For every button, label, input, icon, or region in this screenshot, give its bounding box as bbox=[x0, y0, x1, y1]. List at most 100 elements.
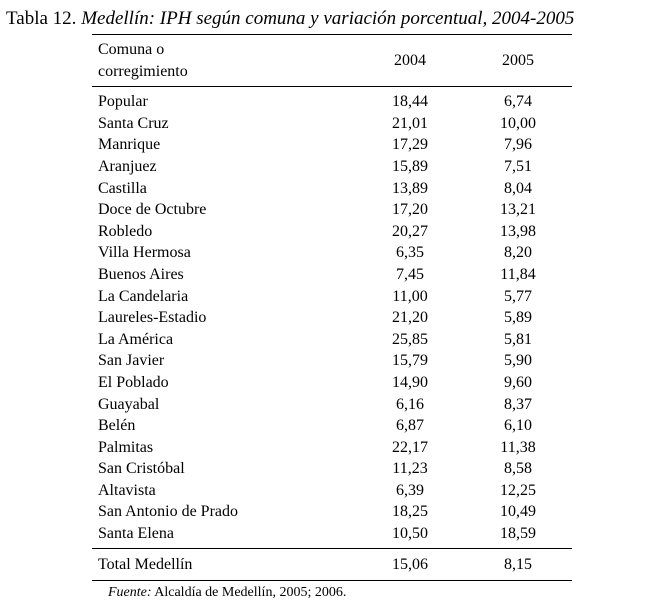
cell-name: Popular bbox=[92, 87, 356, 113]
cell-name: El Poblado bbox=[92, 372, 356, 394]
table-row: Santa Cruz21,0110,00 bbox=[92, 113, 572, 135]
table-row: Laureles-Estadio21,205,89 bbox=[92, 307, 572, 329]
table-row: San Javier15,795,90 bbox=[92, 350, 572, 372]
cell-2004: 25,85 bbox=[356, 329, 464, 351]
cell-2005: 5,89 bbox=[464, 307, 572, 329]
total-row: Total Medellín15,068,15 bbox=[92, 548, 572, 581]
table-row: Palmitas22,1711,38 bbox=[92, 437, 572, 459]
cell-2004: 6,35 bbox=[356, 242, 464, 264]
cell-2004: 22,17 bbox=[356, 437, 464, 459]
table-container: Comuna o corregimiento 2004 2005 Popular… bbox=[92, 34, 572, 581]
cell-2005: 10,49 bbox=[464, 501, 572, 523]
cell-name: San Antonio de Prado bbox=[92, 501, 356, 523]
total-2004: 15,06 bbox=[356, 548, 464, 581]
cell-name: Santa Cruz bbox=[92, 113, 356, 135]
cell-2004: 15,79 bbox=[356, 350, 464, 372]
col-header-2004: 2004 bbox=[356, 35, 464, 87]
cell-2005: 18,59 bbox=[464, 523, 572, 548]
cell-2005: 11,38 bbox=[464, 437, 572, 459]
table-row: Guayabal6,168,37 bbox=[92, 394, 572, 416]
table-row: La América25,855,81 bbox=[92, 329, 572, 351]
cell-2004: 10,50 bbox=[356, 523, 464, 548]
cell-name: Belén bbox=[92, 415, 356, 437]
table-row: El Poblado14,909,60 bbox=[92, 372, 572, 394]
cell-name: Manrique bbox=[92, 134, 356, 156]
table-row: Popular18,446,74 bbox=[92, 87, 572, 113]
header-row: Comuna o corregimiento 2004 2005 bbox=[92, 35, 572, 87]
table-row: Aranjuez15,897,51 bbox=[92, 156, 572, 178]
table-row: Manrique17,297,96 bbox=[92, 134, 572, 156]
cell-name: Altavista bbox=[92, 480, 356, 502]
table-row: La Candelaria11,005,77 bbox=[92, 286, 572, 308]
cell-2004: 11,00 bbox=[356, 286, 464, 308]
col-header-line1: Comuna o bbox=[98, 41, 164, 58]
cell-name: Santa Elena bbox=[92, 523, 356, 548]
cell-name: Castilla bbox=[92, 178, 356, 200]
cell-2004: 17,29 bbox=[356, 134, 464, 156]
cell-2004: 13,89 bbox=[356, 178, 464, 200]
cell-name: Villa Hermosa bbox=[92, 242, 356, 264]
cell-2004: 17,20 bbox=[356, 199, 464, 221]
table-row: San Antonio de Prado18,2510,49 bbox=[92, 501, 572, 523]
cell-2004: 20,27 bbox=[356, 221, 464, 243]
cell-2004: 18,25 bbox=[356, 501, 464, 523]
cell-2005: 6,74 bbox=[464, 87, 572, 113]
cell-2005: 5,77 bbox=[464, 286, 572, 308]
cell-2005: 12,25 bbox=[464, 480, 572, 502]
cell-2004: 6,87 bbox=[356, 415, 464, 437]
cell-2005: 8,58 bbox=[464, 458, 572, 480]
cell-2004: 15,89 bbox=[356, 156, 464, 178]
cell-2004: 18,44 bbox=[356, 87, 464, 113]
cell-2005: 9,60 bbox=[464, 372, 572, 394]
cell-name: Robledo bbox=[92, 221, 356, 243]
cell-2005: 13,98 bbox=[464, 221, 572, 243]
title-main: Medellín: IPH según comuna y variación p… bbox=[81, 8, 574, 29]
table-row: Doce de Octubre17,2013,21 bbox=[92, 199, 572, 221]
source-label: Fuente: bbox=[108, 585, 152, 600]
cell-2005: 11,84 bbox=[464, 264, 572, 286]
col-header-comuna: Comuna o corregimiento bbox=[92, 35, 356, 87]
cell-2004: 21,01 bbox=[356, 113, 464, 135]
cell-2005: 6,10 bbox=[464, 415, 572, 437]
cell-name: Doce de Octubre bbox=[92, 199, 356, 221]
cell-2005: 8,20 bbox=[464, 242, 572, 264]
table-row: Castilla13,898,04 bbox=[92, 178, 572, 200]
table-row: Altavista6,3912,25 bbox=[92, 480, 572, 502]
table-row: Belén6,876,10 bbox=[92, 415, 572, 437]
cell-2005: 10,00 bbox=[464, 113, 572, 135]
cell-2004: 11,23 bbox=[356, 458, 464, 480]
cell-name: Aranjuez bbox=[92, 156, 356, 178]
cell-name: Laureles-Estadio bbox=[92, 307, 356, 329]
col-header-line2: corregimiento bbox=[98, 63, 188, 80]
table-row: San Cristóbal11,238,58 bbox=[92, 458, 572, 480]
cell-name: La América bbox=[92, 329, 356, 351]
total-2005: 8,15 bbox=[464, 548, 572, 581]
table-row: Santa Elena10,5018,59 bbox=[92, 523, 572, 548]
cell-2005: 5,81 bbox=[464, 329, 572, 351]
cell-2005: 7,51 bbox=[464, 156, 572, 178]
cell-2004: 7,45 bbox=[356, 264, 464, 286]
cell-2005: 8,37 bbox=[464, 394, 572, 416]
cell-2004: 6,16 bbox=[356, 394, 464, 416]
cell-name: San Cristóbal bbox=[92, 458, 356, 480]
table-source: Fuente: Alcaldía de Medellín, 2005; 2006… bbox=[108, 585, 666, 601]
cell-2005: 13,21 bbox=[464, 199, 572, 221]
cell-2005: 5,90 bbox=[464, 350, 572, 372]
table-row: Buenos Aires7,4511,84 bbox=[92, 264, 572, 286]
title-prefix: Tabla 12. bbox=[6, 8, 81, 29]
cell-name: La Candelaria bbox=[92, 286, 356, 308]
total-name: Total Medellín bbox=[92, 548, 356, 581]
cell-2005: 8,04 bbox=[464, 178, 572, 200]
cell-2005: 7,96 bbox=[464, 134, 572, 156]
cell-name: Palmitas bbox=[92, 437, 356, 459]
cell-2004: 21,20 bbox=[356, 307, 464, 329]
cell-name: Buenos Aires bbox=[92, 264, 356, 286]
table-row: Robledo20,2713,98 bbox=[92, 221, 572, 243]
cell-2004: 6,39 bbox=[356, 480, 464, 502]
source-text: Alcaldía de Medellín, 2005; 2006. bbox=[152, 585, 347, 600]
col-header-2005: 2005 bbox=[464, 35, 572, 87]
table-title: Tabla 12. Medellín: IPH según comuna y v… bbox=[6, 8, 666, 30]
cell-name: San Javier bbox=[92, 350, 356, 372]
cell-2004: 14,90 bbox=[356, 372, 464, 394]
iph-table: Comuna o corregimiento 2004 2005 Popular… bbox=[92, 34, 572, 581]
